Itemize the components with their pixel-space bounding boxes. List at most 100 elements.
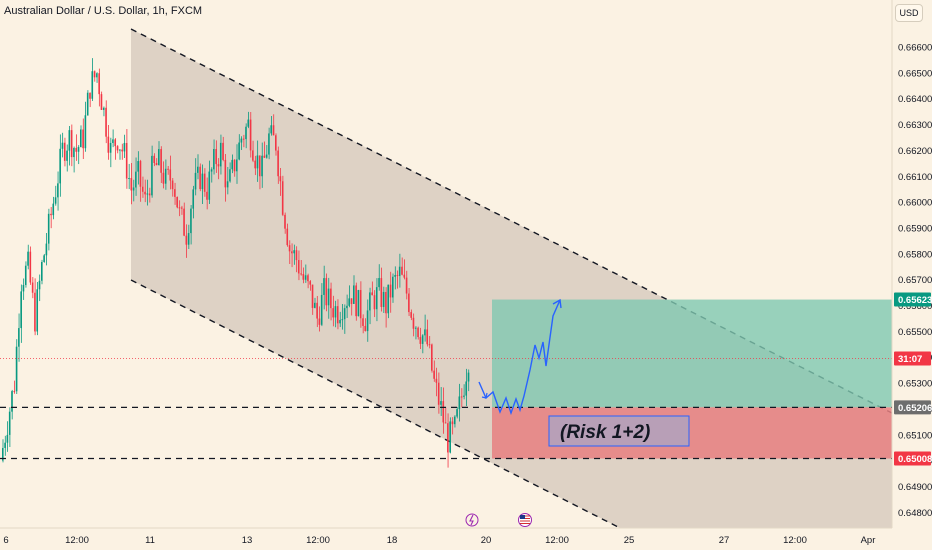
currency-button[interactable]: USD: [895, 4, 923, 22]
candle-body: [382, 291, 385, 307]
time-tick-label: 12:00: [65, 535, 89, 546]
candle-body: [343, 308, 346, 320]
candle-body: [261, 155, 263, 177]
time-tick-label: 25: [624, 535, 635, 546]
candle: [467, 369, 470, 392]
candle: [421, 334, 424, 354]
candle: [286, 223, 289, 247]
price-tick-label: 0.65500: [898, 327, 932, 338]
risk-annotation[interactable]: (Risk 1+2): [548, 415, 690, 447]
candle-body: [323, 278, 325, 295]
candle: [206, 177, 208, 210]
target-zone[interactable]: [492, 299, 892, 408]
candle-body: [116, 146, 119, 151]
candle: [353, 275, 355, 305]
candle-body: [185, 235, 188, 245]
price-tag-entry[interactable]: 0.65206: [894, 400, 932, 415]
price-tag-current[interactable]: 31:07: [894, 351, 931, 366]
candle: [394, 266, 396, 290]
time-axis[interactable]: 6 12:00 11 13 12:00 18 20 12:00 25 27 12:00 Apr: [0, 527, 892, 546]
price-tag-target[interactable]: 0.65623: [894, 292, 932, 307]
candle-body: [389, 284, 392, 298]
candle-body: [153, 155, 156, 164]
candle-body: [353, 285, 355, 304]
price-axis[interactable]: 0.66600 0.66500 0.66400 0.66300 0.66200 0.661…: [891, 0, 932, 528]
price-tick-label: 0.65300: [898, 379, 932, 390]
candle: [47, 208, 50, 251]
candle: [215, 140, 217, 173]
candle-body: [431, 344, 433, 371]
candle: [162, 161, 165, 189]
candle: [431, 343, 433, 373]
candle: [327, 277, 330, 319]
price-tick-label: 0.64800: [898, 508, 932, 519]
candle: [449, 417, 451, 454]
candle: [158, 141, 160, 166]
candle: [169, 155, 172, 190]
candle: [229, 162, 231, 183]
price-tag-stop[interactable]: 0.65008: [894, 451, 932, 466]
candle: [355, 282, 357, 321]
risk-label-box[interactable]: [548, 415, 690, 447]
candle-body: [392, 276, 394, 298]
candle-body: [219, 142, 222, 167]
projection-path[interactable]: [478, 299, 561, 416]
candle: [272, 114, 275, 136]
candle-body: [279, 176, 282, 182]
candle: [180, 205, 183, 215]
candle-body: [203, 173, 206, 192]
candle-body: [73, 147, 75, 158]
candle-body: [366, 310, 369, 332]
channel-lower-line[interactable]: [130, 279, 621, 529]
price-tag-text: 0.65623: [898, 295, 932, 306]
price-tick-label: 0.65900: [898, 223, 932, 234]
candle-body: [449, 421, 451, 453]
candle-body: [288, 245, 291, 252]
candle: [346, 294, 348, 318]
candle-body: [375, 287, 378, 310]
event-markers[interactable]: [465, 513, 532, 527]
candle: [222, 136, 224, 162]
candle-body: [451, 421, 454, 425]
candle-body: [341, 319, 344, 321]
candle-body: [93, 71, 96, 78]
symbol-legend[interactable]: Australian Dollar / U.S. Dollar, 1h, FXC…: [4, 5, 203, 17]
price-tag-box: [894, 451, 931, 466]
candle: [86, 90, 89, 116]
projection-arrowhead: [552, 298, 562, 309]
candle: [304, 264, 307, 283]
candle-body: [394, 275, 396, 277]
candle-body: [139, 161, 142, 187]
candle: [155, 158, 158, 166]
candle: [437, 372, 440, 414]
price-tick-label: 0.65800: [898, 249, 932, 260]
candle: [135, 157, 137, 196]
candle: [68, 125, 71, 166]
candle-body: [295, 250, 298, 261]
candle-body: [334, 306, 337, 318]
candle-body: [45, 243, 48, 256]
candle-body: [52, 203, 55, 216]
candle-body: [456, 409, 458, 417]
candle: [263, 141, 266, 159]
candle-body: [249, 119, 252, 151]
candle-body: [419, 337, 422, 344]
candle: [210, 167, 213, 183]
candle-body: [86, 92, 89, 116]
candle-body: [164, 168, 167, 184]
candle: [362, 314, 364, 334]
candle: [270, 116, 273, 136]
candle: [405, 270, 408, 300]
candle: [70, 124, 73, 167]
candle: [268, 127, 270, 160]
candle: [373, 290, 376, 318]
us-flag-icon[interactable]: [518, 513, 532, 527]
candle: [123, 134, 126, 158]
price-tag-text: 0.65206: [898, 403, 932, 414]
candle: [265, 145, 268, 159]
candle-body: [13, 391, 16, 393]
flash-event-icon[interactable]: [465, 513, 479, 527]
candle-body: [346, 305, 348, 309]
